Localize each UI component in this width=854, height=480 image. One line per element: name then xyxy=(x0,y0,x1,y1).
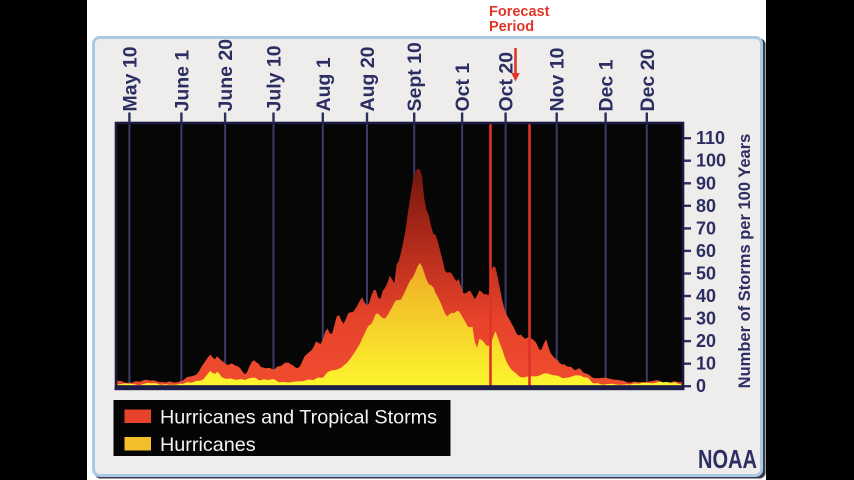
svg-text:Period: Period xyxy=(489,19,534,35)
svg-text:80: 80 xyxy=(696,196,716,216)
svg-text:20: 20 xyxy=(696,331,716,351)
svg-text:60: 60 xyxy=(696,241,716,261)
svg-text:Aug 1: Aug 1 xyxy=(313,57,335,111)
svg-text:Oct 1: Oct 1 xyxy=(452,63,474,112)
svg-text:NOAA: NOAA xyxy=(698,444,757,474)
svg-text:Forecast: Forecast xyxy=(489,4,550,20)
svg-text:0: 0 xyxy=(696,376,706,396)
svg-text:June 20: June 20 xyxy=(215,39,237,112)
svg-text:Sept 10: Sept 10 xyxy=(404,42,426,112)
svg-text:50: 50 xyxy=(696,264,716,284)
svg-text:Dec 20: Dec 20 xyxy=(637,48,659,111)
svg-text:Dec 1: Dec 1 xyxy=(596,59,618,111)
svg-text:May 10: May 10 xyxy=(119,46,141,111)
svg-text:Aug 20: Aug 20 xyxy=(357,46,379,111)
svg-text:July 10: July 10 xyxy=(264,45,286,111)
svg-text:40: 40 xyxy=(696,286,716,306)
svg-text:Hurricanes: Hurricanes xyxy=(160,434,256,456)
svg-text:10: 10 xyxy=(696,354,716,374)
svg-text:30: 30 xyxy=(696,309,716,329)
svg-text:110: 110 xyxy=(696,128,725,148)
svg-text:Hurricanes and Tropical Storms: Hurricanes and Tropical Storms xyxy=(160,407,437,429)
svg-text:Nov 10: Nov 10 xyxy=(547,47,569,111)
svg-text:90: 90 xyxy=(696,173,716,193)
svg-text:June 1: June 1 xyxy=(171,50,193,112)
svg-text:Number of Storms per 100 Years: Number of Storms per 100 Years xyxy=(736,134,754,389)
svg-text:Oct 20: Oct 20 xyxy=(496,52,518,112)
svg-text:70: 70 xyxy=(696,218,716,238)
svg-text:100: 100 xyxy=(696,151,726,171)
